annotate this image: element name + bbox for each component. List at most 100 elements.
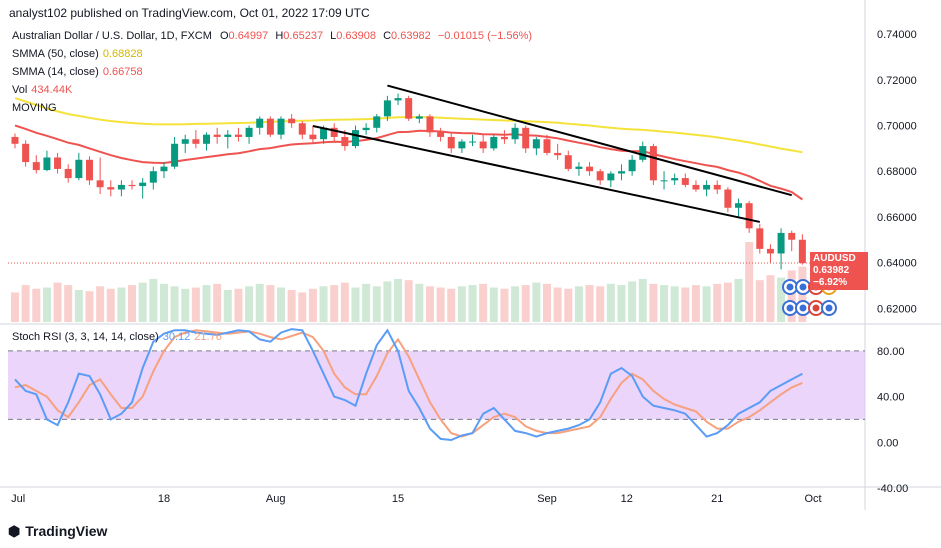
- candle-body: [128, 184, 136, 187]
- high-value: 0.65237: [283, 30, 324, 42]
- candle-body: [575, 166, 583, 169]
- candle-body: [500, 136, 508, 140]
- volume-bar: [96, 286, 105, 322]
- candle-body: [554, 152, 562, 156]
- y-tick-label: 0.72000: [877, 75, 917, 87]
- candle-body: [341, 136, 349, 147]
- volume-bar: [21, 285, 30, 322]
- volume-bar: [32, 288, 41, 322]
- volume-bar: [234, 288, 243, 322]
- x-tick-label: 12: [621, 493, 633, 505]
- candle-body: [511, 127, 519, 140]
- volume-bar: [564, 288, 573, 322]
- smma14-value: 0.66758: [102, 66, 143, 78]
- event-flag-icon-dot: [799, 304, 807, 312]
- candle-body: [277, 118, 285, 135]
- volume-bar: [574, 286, 583, 322]
- stoch-d-value: 21.76: [194, 331, 222, 343]
- candle-body: [798, 239, 806, 264]
- candle-body: [85, 159, 93, 181]
- volume-bar: [245, 286, 254, 322]
- candle-body: [22, 143, 30, 163]
- candle-body: [426, 116, 434, 133]
- candle-body: [703, 184, 711, 190]
- volume-bar: [734, 278, 743, 322]
- smma14-line: [14, 124, 803, 201]
- volume-bar: [500, 288, 509, 322]
- candle-body: [351, 130, 359, 147]
- volume-bar: [11, 292, 19, 322]
- event-flag-icon-dot: [812, 304, 820, 312]
- publisher-line: analyst102 published on TradingView.com,…: [9, 6, 370, 20]
- event-flag-icon-dot: [799, 283, 807, 291]
- tradingview-logo[interactable]: ⬢ TradingView: [8, 523, 107, 540]
- tradingview-logo-icon: ⬢: [8, 523, 20, 539]
- candle-body: [224, 134, 232, 137]
- candle-body: [756, 228, 764, 249]
- candle-body: [681, 178, 689, 185]
- candle-body: [32, 162, 40, 171]
- candle-body: [330, 127, 338, 137]
- volume-bar: [149, 278, 158, 322]
- volume-bar: [660, 285, 669, 322]
- volume-bar: [447, 288, 456, 322]
- volume-bar: [266, 285, 275, 322]
- volume-bar: [766, 275, 775, 322]
- candle-body: [117, 184, 125, 190]
- volume-bar: [159, 283, 168, 322]
- volume-bar: [351, 287, 360, 322]
- price-tag-price: 0.63982: [813, 265, 850, 276]
- y-tick-label: 0.70000: [877, 121, 917, 133]
- open-value: 0.64997: [228, 30, 269, 42]
- candle-body: [43, 157, 51, 171]
- volume-bar: [511, 286, 520, 322]
- candle-body: [160, 166, 168, 172]
- y-tick-label: 0.66000: [877, 212, 917, 224]
- volume-bar: [404, 280, 413, 322]
- x-tick-label: 21: [711, 493, 723, 505]
- volume-bar: [181, 288, 190, 322]
- volume-bar: [723, 282, 732, 322]
- volume-bar: [521, 285, 530, 322]
- y-tick-label: 0.62000: [877, 303, 917, 315]
- price-tag-symbol: AUDUSD: [813, 253, 856, 264]
- candle-body: [639, 146, 647, 160]
- volume-bar: [170, 286, 179, 322]
- volume-bar: [394, 278, 403, 322]
- volume-bar: [277, 287, 285, 322]
- volume-bar: [479, 283, 488, 322]
- volume-bar: [777, 277, 786, 322]
- vol-value: 434.44K: [31, 84, 73, 96]
- close-value: 0.63982: [391, 30, 431, 42]
- candle-body: [649, 146, 657, 181]
- volume-bar: [298, 292, 307, 322]
- volume-bar: [617, 285, 626, 322]
- volume-bar: [670, 286, 679, 322]
- candle-body: [745, 203, 753, 229]
- candle-body: [437, 132, 445, 137]
- candle-body: [713, 184, 721, 190]
- candle-body: [788, 232, 796, 240]
- volume-bar: [606, 283, 615, 322]
- candle-body: [490, 136, 498, 149]
- candle-body: [394, 98, 402, 101]
- volume-bar: [85, 291, 94, 322]
- stoch-band: [8, 350, 865, 420]
- candle-body: [11, 136, 19, 144]
- event-flag-icon-dot: [786, 304, 794, 312]
- legend-stoch: Stoch RSI (3, 3, 14, 14, close) 30.12 21.7…: [12, 331, 222, 343]
- candle-body: [766, 248, 774, 254]
- volume-bar: [553, 287, 562, 322]
- volume-bar: [372, 286, 381, 322]
- candle-body: [469, 141, 477, 143]
- candle-body: [298, 123, 306, 135]
- candle-body: [320, 127, 328, 140]
- candle-body: [447, 136, 455, 149]
- legend-main: Australian Dollar / U.S. Dollar, 1D, FXC…: [12, 30, 533, 42]
- candle-body: [203, 134, 211, 144]
- candle-body: [192, 139, 200, 144]
- candle-body: [671, 178, 679, 181]
- volume-bar: [638, 278, 647, 322]
- volume-bar: [532, 282, 541, 322]
